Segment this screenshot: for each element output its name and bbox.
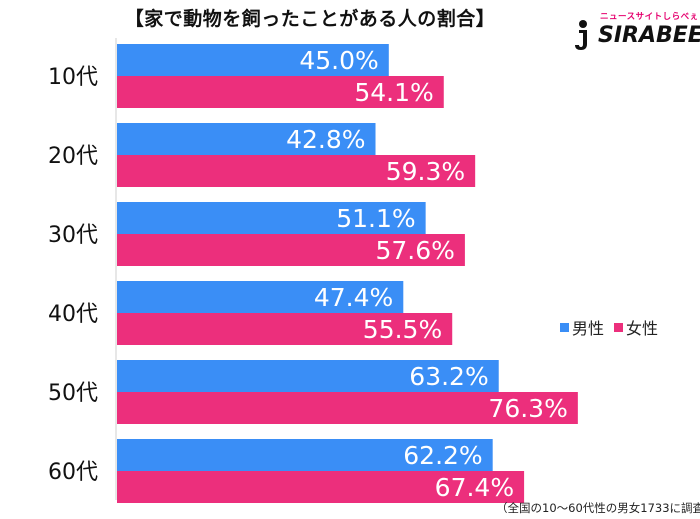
logo-brand: SIRABEE <box>598 23 700 48</box>
bar-female <box>117 155 476 187</box>
bar-value-label-male: 62.2% <box>403 441 482 470</box>
category-label: 60代 <box>48 460 98 485</box>
bar-male <box>117 360 499 392</box>
category-label: 20代 <box>48 144 98 169</box>
bar-value-label-female: 54.1% <box>354 78 433 107</box>
bar-value-label-male: 42.8% <box>286 125 365 154</box>
bar-female <box>117 76 444 108</box>
footnote: （全国の10〜60代性の男女1733に調査） <box>496 501 700 515</box>
sirabee-logo-icon <box>575 20 587 50</box>
bar-value-label-female: 76.3% <box>488 394 567 423</box>
sirabee-logo: ニュースサイトしらべぇ SIRABEE <box>568 6 700 60</box>
bar-female <box>117 313 453 345</box>
bar-female <box>117 392 578 424</box>
bar-value-label-male: 45.0% <box>299 46 378 75</box>
bar-male <box>117 44 389 76</box>
bars-group: 10代 45.0% 54.1% 20代 42.8% 59.3% 30代 51.1% 57.6% 4… <box>48 44 578 503</box>
chart-title: 【家で動物を飼ったことがある人の割合】 <box>124 8 496 30</box>
logo-tagline: ニュースサイトしらべぇ <box>600 12 699 22</box>
bar-male <box>117 202 426 234</box>
legend-swatch-male <box>560 322 569 332</box>
bar-female <box>117 471 525 503</box>
bar-value-label-male: 51.1% <box>336 204 415 233</box>
bar-value-label-female: 67.4% <box>435 473 514 502</box>
category-label: 40代 <box>48 302 98 327</box>
category-label: 30代 <box>48 223 98 248</box>
legend-label-female: 女性 <box>626 319 659 338</box>
bar-value-label-female: 57.6% <box>375 236 454 265</box>
legend-item-male: 男性 <box>560 315 604 339</box>
legend-swatch-female <box>614 322 624 332</box>
legend-label-male: 男性 <box>572 319 605 338</box>
bar-value-label-male: 63.2% <box>409 362 488 391</box>
legend-item-female: 女性 <box>614 315 658 339</box>
category-label: 50代 <box>48 381 98 406</box>
bar-male <box>117 281 404 313</box>
bar-value-label-female: 55.5% <box>363 315 442 344</box>
bar-male <box>117 123 376 155</box>
bar-male <box>117 439 493 471</box>
bar-value-label-male: 47.4% <box>314 283 393 312</box>
bar-value-label-female: 59.3% <box>386 157 465 186</box>
category-label: 10代 <box>48 65 98 90</box>
bar-female <box>117 234 465 266</box>
legend: 男性 女性 <box>560 315 659 339</box>
